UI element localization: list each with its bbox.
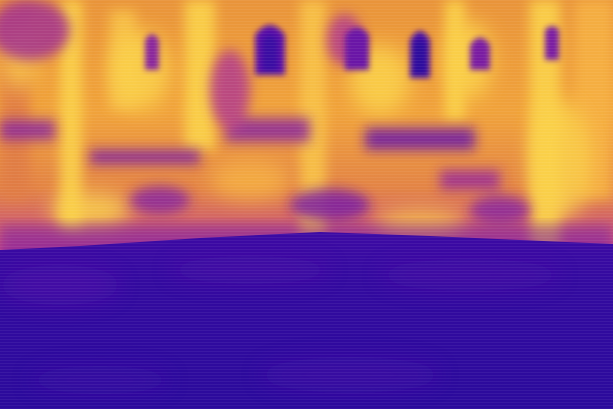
heatmap-image: [0, 0, 613, 409]
scene-canvas: [0, 0, 613, 409]
scanline-texture: [0, 0, 613, 409]
